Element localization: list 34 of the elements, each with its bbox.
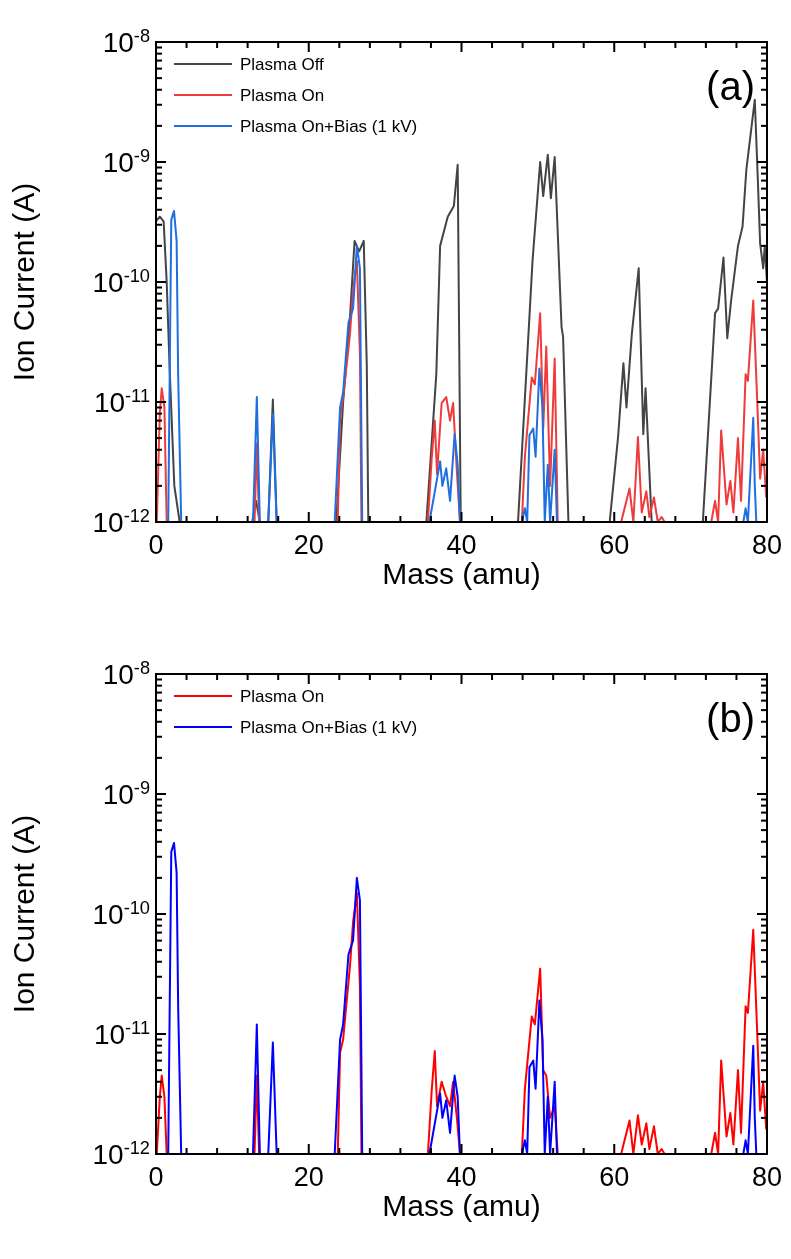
- legend-label: Plasma On+Bias (1 kV): [240, 718, 418, 737]
- line-series: [167, 842, 758, 1155]
- x-tick-label: 40: [446, 530, 477, 560]
- y-axis-title: Ion Current (A): [7, 182, 40, 382]
- y-axis-title: Ion Current (A): [7, 814, 40, 1014]
- legend-label: Plasma On: [240, 687, 325, 706]
- legend-label: Plasma On+Bias (1 kV): [240, 117, 418, 136]
- annotation: (a): [706, 64, 755, 108]
- y-tick-label: 10$^{-10}$: [92, 266, 150, 298]
- y-tick-label: 10$^{-8}$: [102, 658, 150, 690]
- x-tick-label: 60: [599, 530, 630, 560]
- y-tick-label: 10$^{-9}$: [102, 778, 150, 810]
- x-tick-label: 80: [751, 1162, 783, 1192]
- y-tick-label: 10$^{-9}$: [102, 146, 150, 178]
- line-series: [156, 259, 767, 523]
- annotation: (b): [706, 696, 755, 740]
- legend-label: Plasma On: [240, 86, 325, 105]
- legend-label: Plasma Off: [240, 55, 325, 74]
- x-tick-label: 40: [446, 1162, 477, 1192]
- x-tick-label: 0: [148, 530, 164, 560]
- x-axis-title: Mass (amu): [382, 557, 541, 590]
- x-tick-label: 0: [148, 1162, 164, 1192]
- x-tick-label: 80: [751, 530, 783, 560]
- y-tick-label: 10$^{-8}$: [102, 26, 150, 58]
- x-axis-title: Mass (amu): [382, 1189, 541, 1222]
- y-tick-label: 10$^{-11}$: [93, 386, 150, 418]
- y-tick-label: 10$^{-10}$: [92, 898, 150, 930]
- y-tick-label: 10$^{-11}$: [93, 1018, 150, 1050]
- y-tick-label: 10$^{-12}$: [92, 1138, 150, 1170]
- x-tick-label: 20: [293, 1162, 324, 1192]
- x-tick-label: 60: [599, 1162, 630, 1192]
- line-series: [167, 210, 758, 523]
- x-tick-label: 20: [293, 530, 324, 560]
- y-tick-label: 10$^{-12}$: [92, 506, 150, 538]
